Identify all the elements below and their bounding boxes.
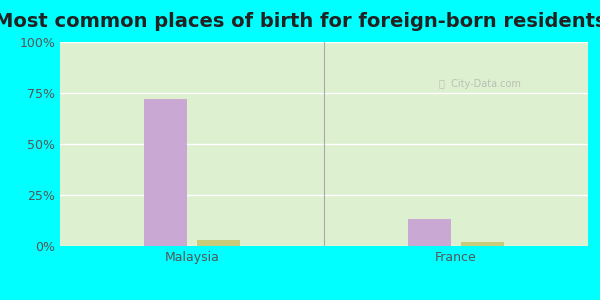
Text: ⓘ  City-Data.com: ⓘ City-Data.com [439, 79, 521, 89]
Legend: Zip code 43357, Ohio: Zip code 43357, Ohio [230, 296, 418, 300]
Bar [197, 240, 239, 246]
Bar [409, 220, 451, 246]
Bar [145, 99, 187, 246]
Text: Most common places of birth for foreign-born residents: Most common places of birth for foreign-… [0, 12, 600, 31]
Bar [461, 242, 503, 246]
